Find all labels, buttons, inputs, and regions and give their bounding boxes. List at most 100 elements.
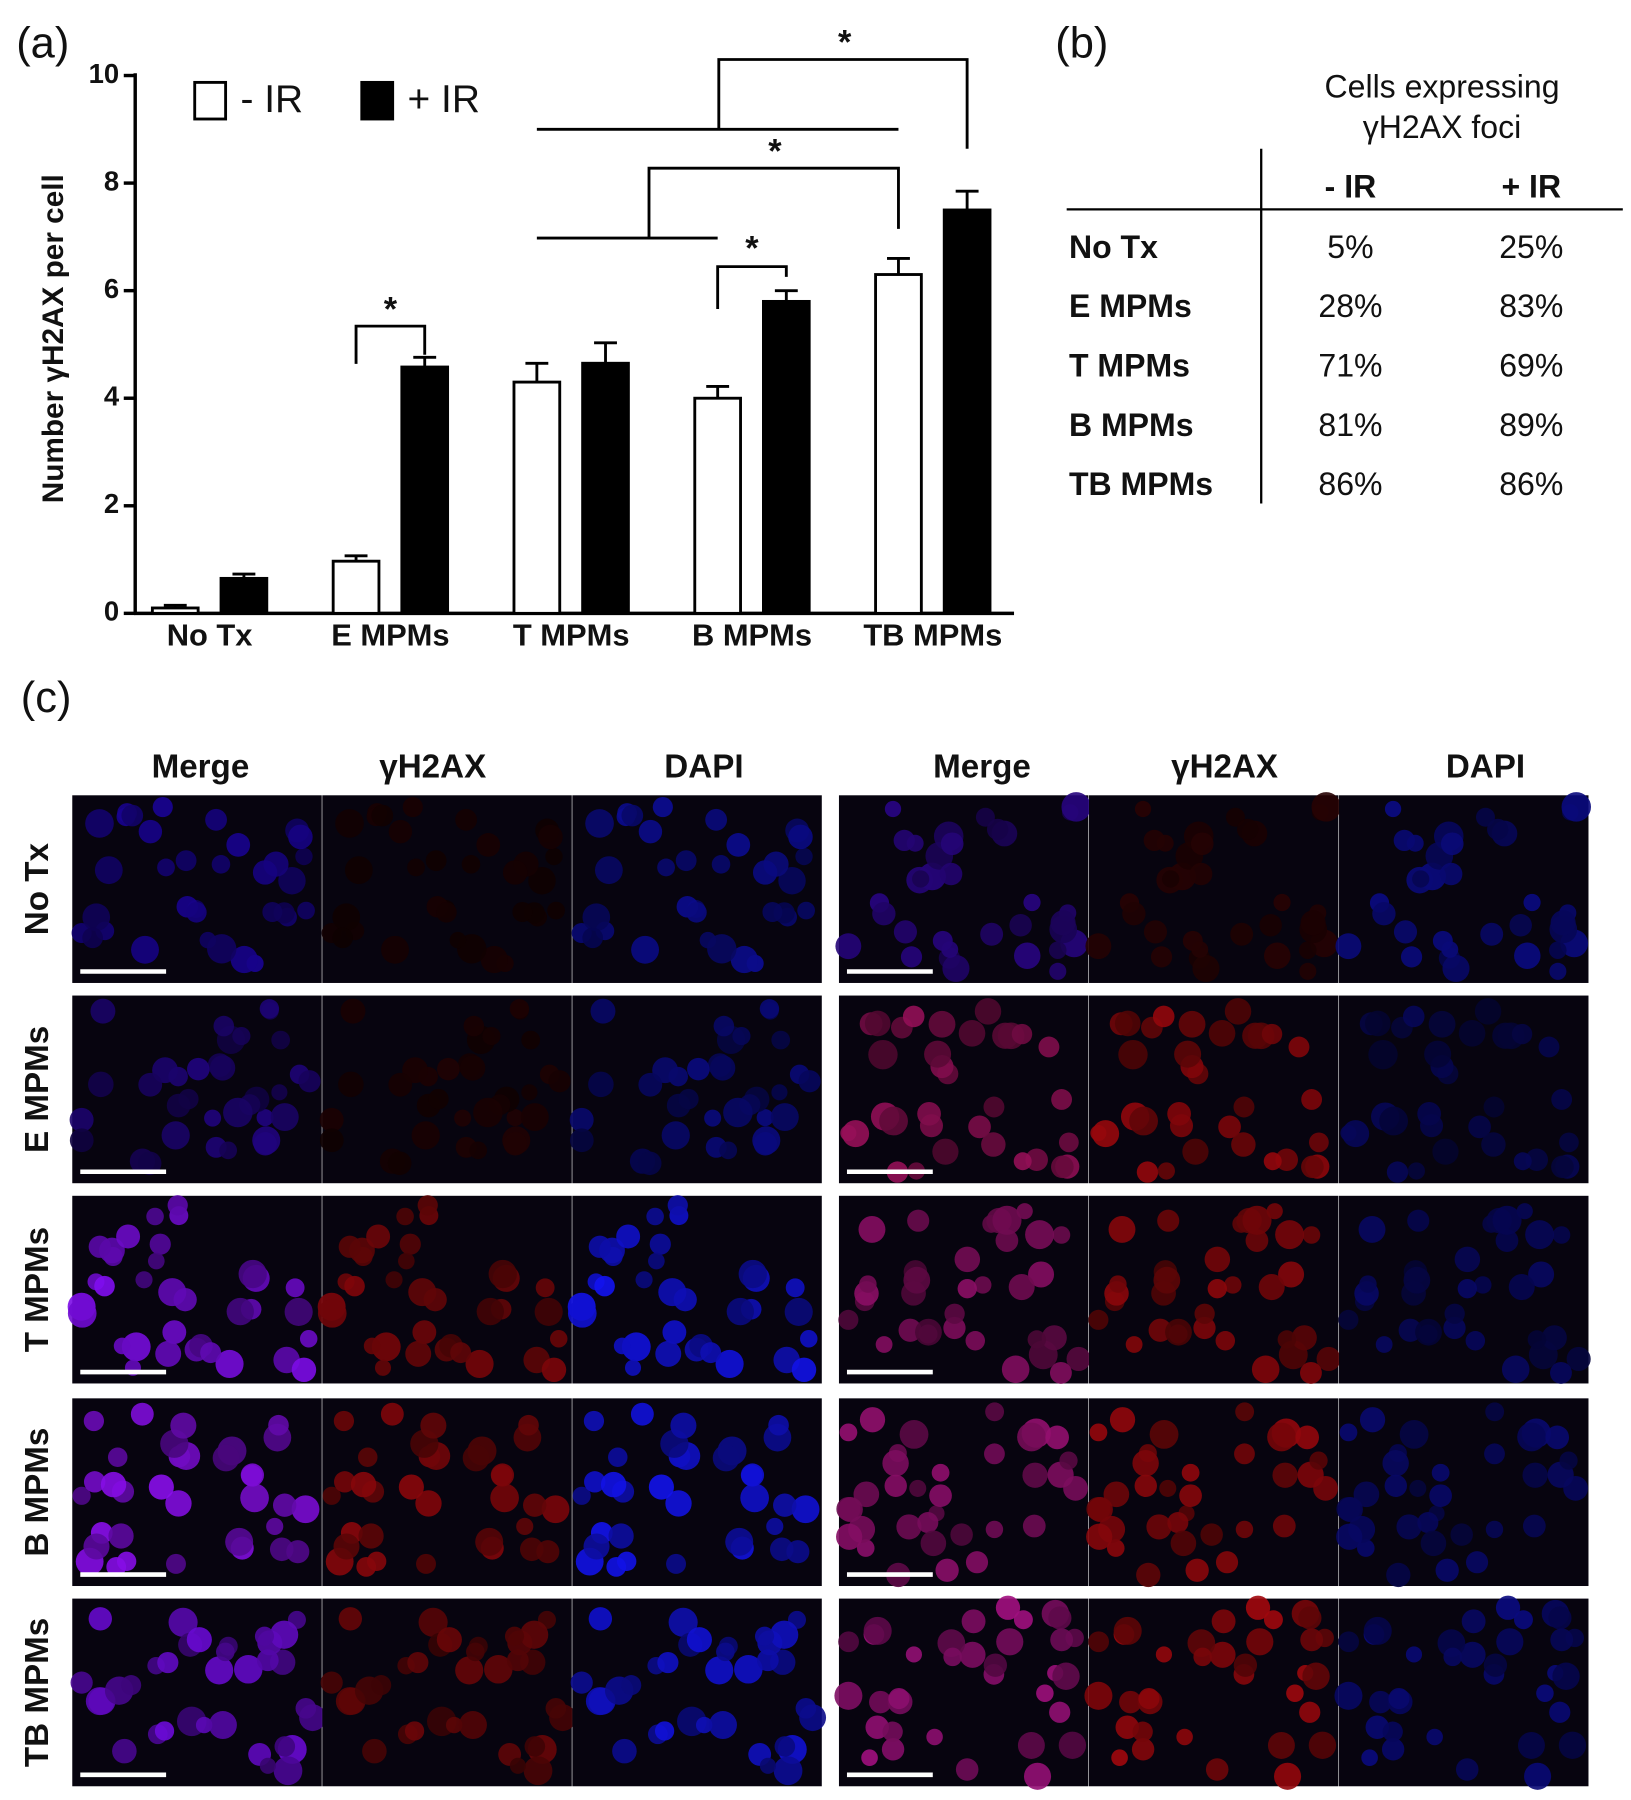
cell [1208, 1019, 1236, 1047]
cell [1085, 933, 1112, 960]
cell [1516, 1203, 1533, 1220]
cell [1017, 1422, 1046, 1452]
micrograph [72, 795, 322, 983]
cell [165, 1490, 192, 1517]
cell [1092, 1120, 1120, 1148]
cell [1153, 1266, 1181, 1294]
cell [1049, 962, 1067, 980]
row-label: E MPMs [19, 1026, 56, 1153]
cell [161, 1121, 190, 1150]
cell [266, 1517, 284, 1536]
cell [88, 1071, 114, 1098]
cell [570, 1671, 593, 1694]
cell [1050, 1628, 1074, 1652]
cell [929, 1484, 952, 1508]
cell [333, 1410, 355, 1432]
cell [638, 1072, 663, 1097]
cell [924, 1040, 952, 1068]
cell [1481, 1132, 1506, 1157]
cell [131, 935, 159, 964]
cell [1301, 1155, 1324, 1179]
cell [1558, 1731, 1587, 1759]
y-tick-label: 4 [104, 380, 120, 411]
cell [912, 870, 930, 888]
cell [1190, 832, 1214, 856]
cell [1272, 1462, 1298, 1488]
cell [700, 1342, 722, 1364]
cell [915, 1318, 942, 1346]
cell [371, 1675, 392, 1696]
cell [1103, 1481, 1130, 1508]
cell [665, 1490, 692, 1517]
cell [1358, 1216, 1386, 1243]
cell [942, 954, 970, 983]
cell [380, 1402, 404, 1426]
cell [834, 1681, 863, 1710]
cell [872, 902, 896, 926]
micrograph [572, 795, 822, 983]
cell [541, 1495, 570, 1524]
cell [459, 1055, 486, 1081]
cell [631, 935, 660, 964]
cell [1316, 1346, 1341, 1372]
cell [859, 1407, 886, 1433]
cell [67, 1298, 97, 1328]
cell [657, 1651, 679, 1674]
cell [1170, 1530, 1197, 1557]
cell [1522, 1462, 1548, 1488]
cell [1084, 1681, 1113, 1710]
cell [385, 1271, 403, 1289]
cell [899, 1419, 929, 1449]
cell [738, 1259, 767, 1289]
cell [791, 1495, 820, 1524]
cell [1495, 1595, 1521, 1620]
significance-bracket [354, 324, 427, 364]
cell [130, 1402, 154, 1426]
cell [713, 1015, 735, 1037]
cell [463, 1015, 485, 1037]
cell [1264, 942, 1291, 970]
cell [226, 833, 251, 857]
cell [1492, 1022, 1519, 1049]
cell [69, 1107, 94, 1132]
cell [1275, 1220, 1305, 1250]
cell [162, 1320, 187, 1345]
cell [608, 1523, 634, 1549]
cell [1299, 1701, 1321, 1723]
cell [1017, 1731, 1045, 1759]
cell [425, 850, 447, 872]
cell [454, 1109, 472, 1127]
cell [1251, 1355, 1280, 1384]
cell [475, 1527, 504, 1556]
cell [212, 1444, 240, 1472]
cell [657, 858, 675, 877]
column-header: + IR [1501, 168, 1561, 204]
legend-swatch [193, 80, 228, 121]
cell [155, 1340, 182, 1367]
cell [509, 999, 530, 1019]
cell [1258, 1274, 1285, 1301]
cell [138, 819, 163, 844]
cell [1278, 1261, 1305, 1288]
cell [340, 998, 366, 1024]
cell [291, 1357, 317, 1383]
bar [150, 606, 200, 615]
column-header: - IR [1325, 168, 1377, 204]
cell [1428, 1010, 1456, 1038]
bar [874, 273, 923, 615]
cell [167, 1195, 188, 1216]
cell [476, 833, 501, 857]
cell [1551, 1155, 1574, 1179]
cell [1525, 1148, 1549, 1172]
cell [1336, 1523, 1363, 1550]
row-label: TB MPMs [1069, 466, 1213, 502]
cell [785, 1278, 805, 1298]
cell [1027, 1330, 1047, 1349]
cell [1143, 920, 1168, 944]
column-header: DAPI [1446, 749, 1525, 786]
cell [594, 856, 623, 885]
cell [402, 796, 423, 818]
cell [272, 1493, 297, 1517]
cell [412, 1320, 437, 1345]
cell [223, 1097, 253, 1128]
